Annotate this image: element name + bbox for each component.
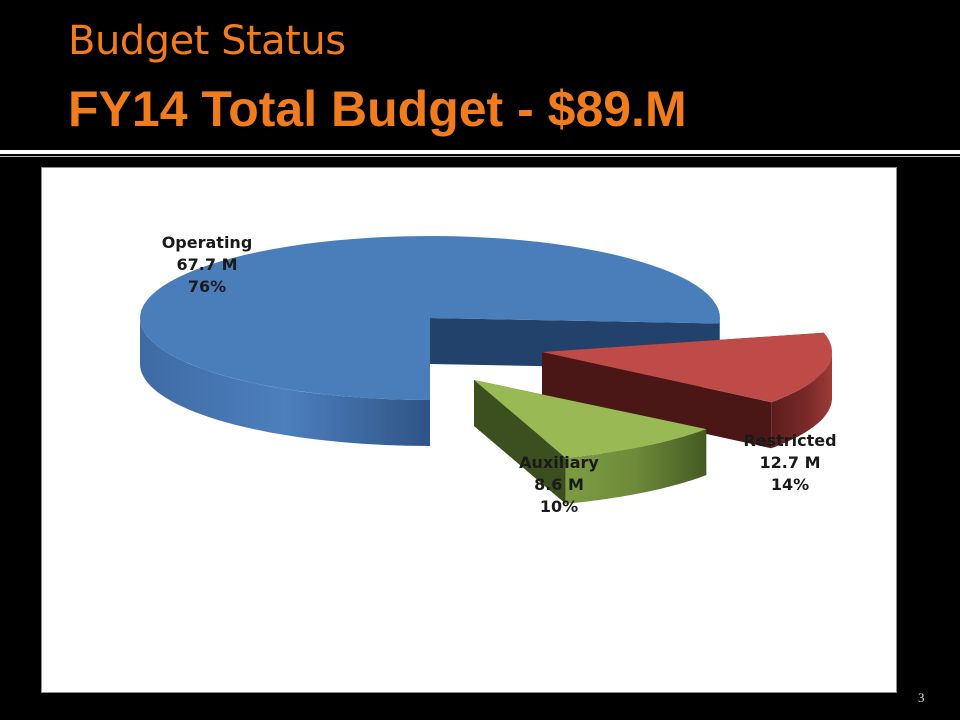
pie-chart: Operating 67.7 M 76% Restricted 12.7 M 14% Aux… <box>140 233 837 516</box>
chart-frame: Operating 67.7 M 76% Restricted 12.7 M 14% Aux… <box>41 167 897 693</box>
label-restricted-value: 12.7 M <box>760 453 821 472</box>
label-auxiliary-name: Auxiliary <box>519 453 599 472</box>
slice-operating-top <box>140 236 720 400</box>
slice-auxiliary-wall-b <box>474 380 566 504</box>
label-operating-percent: 76% <box>188 277 226 296</box>
slice-operating-side-0 <box>140 318 430 446</box>
slice-auxiliary-top <box>474 380 707 458</box>
slice-restricted <box>542 332 832 449</box>
label-auxiliary-value: 8.6 M <box>534 475 584 494</box>
slide-subtitle: FY14 Total Budget - $89.M <box>68 81 687 137</box>
slice-operating <box>140 236 720 446</box>
slide-title: Budget Status <box>68 18 346 64</box>
slide-number: 3 <box>918 690 925 705</box>
label-operating-name: Operating <box>162 233 253 252</box>
label-auxiliary-percent: 10% <box>540 497 578 516</box>
slice-auxiliary-side-0 <box>565 429 707 504</box>
slice-restricted-wall-b <box>542 352 772 449</box>
label-restricted-percent: 14% <box>771 475 809 494</box>
label-operating-value: 67.7 M <box>177 255 238 274</box>
header-divider <box>0 150 960 154</box>
slice-restricted-side-0 <box>771 352 832 449</box>
slice-restricted-top <box>542 332 832 403</box>
header-divider-thin <box>0 156 960 157</box>
slice-auxiliary <box>474 380 707 504</box>
slide-header: Budget Status FY14 Total Budget - $89.M <box>0 0 960 150</box>
label-restricted-name: Restricted <box>743 431 836 450</box>
